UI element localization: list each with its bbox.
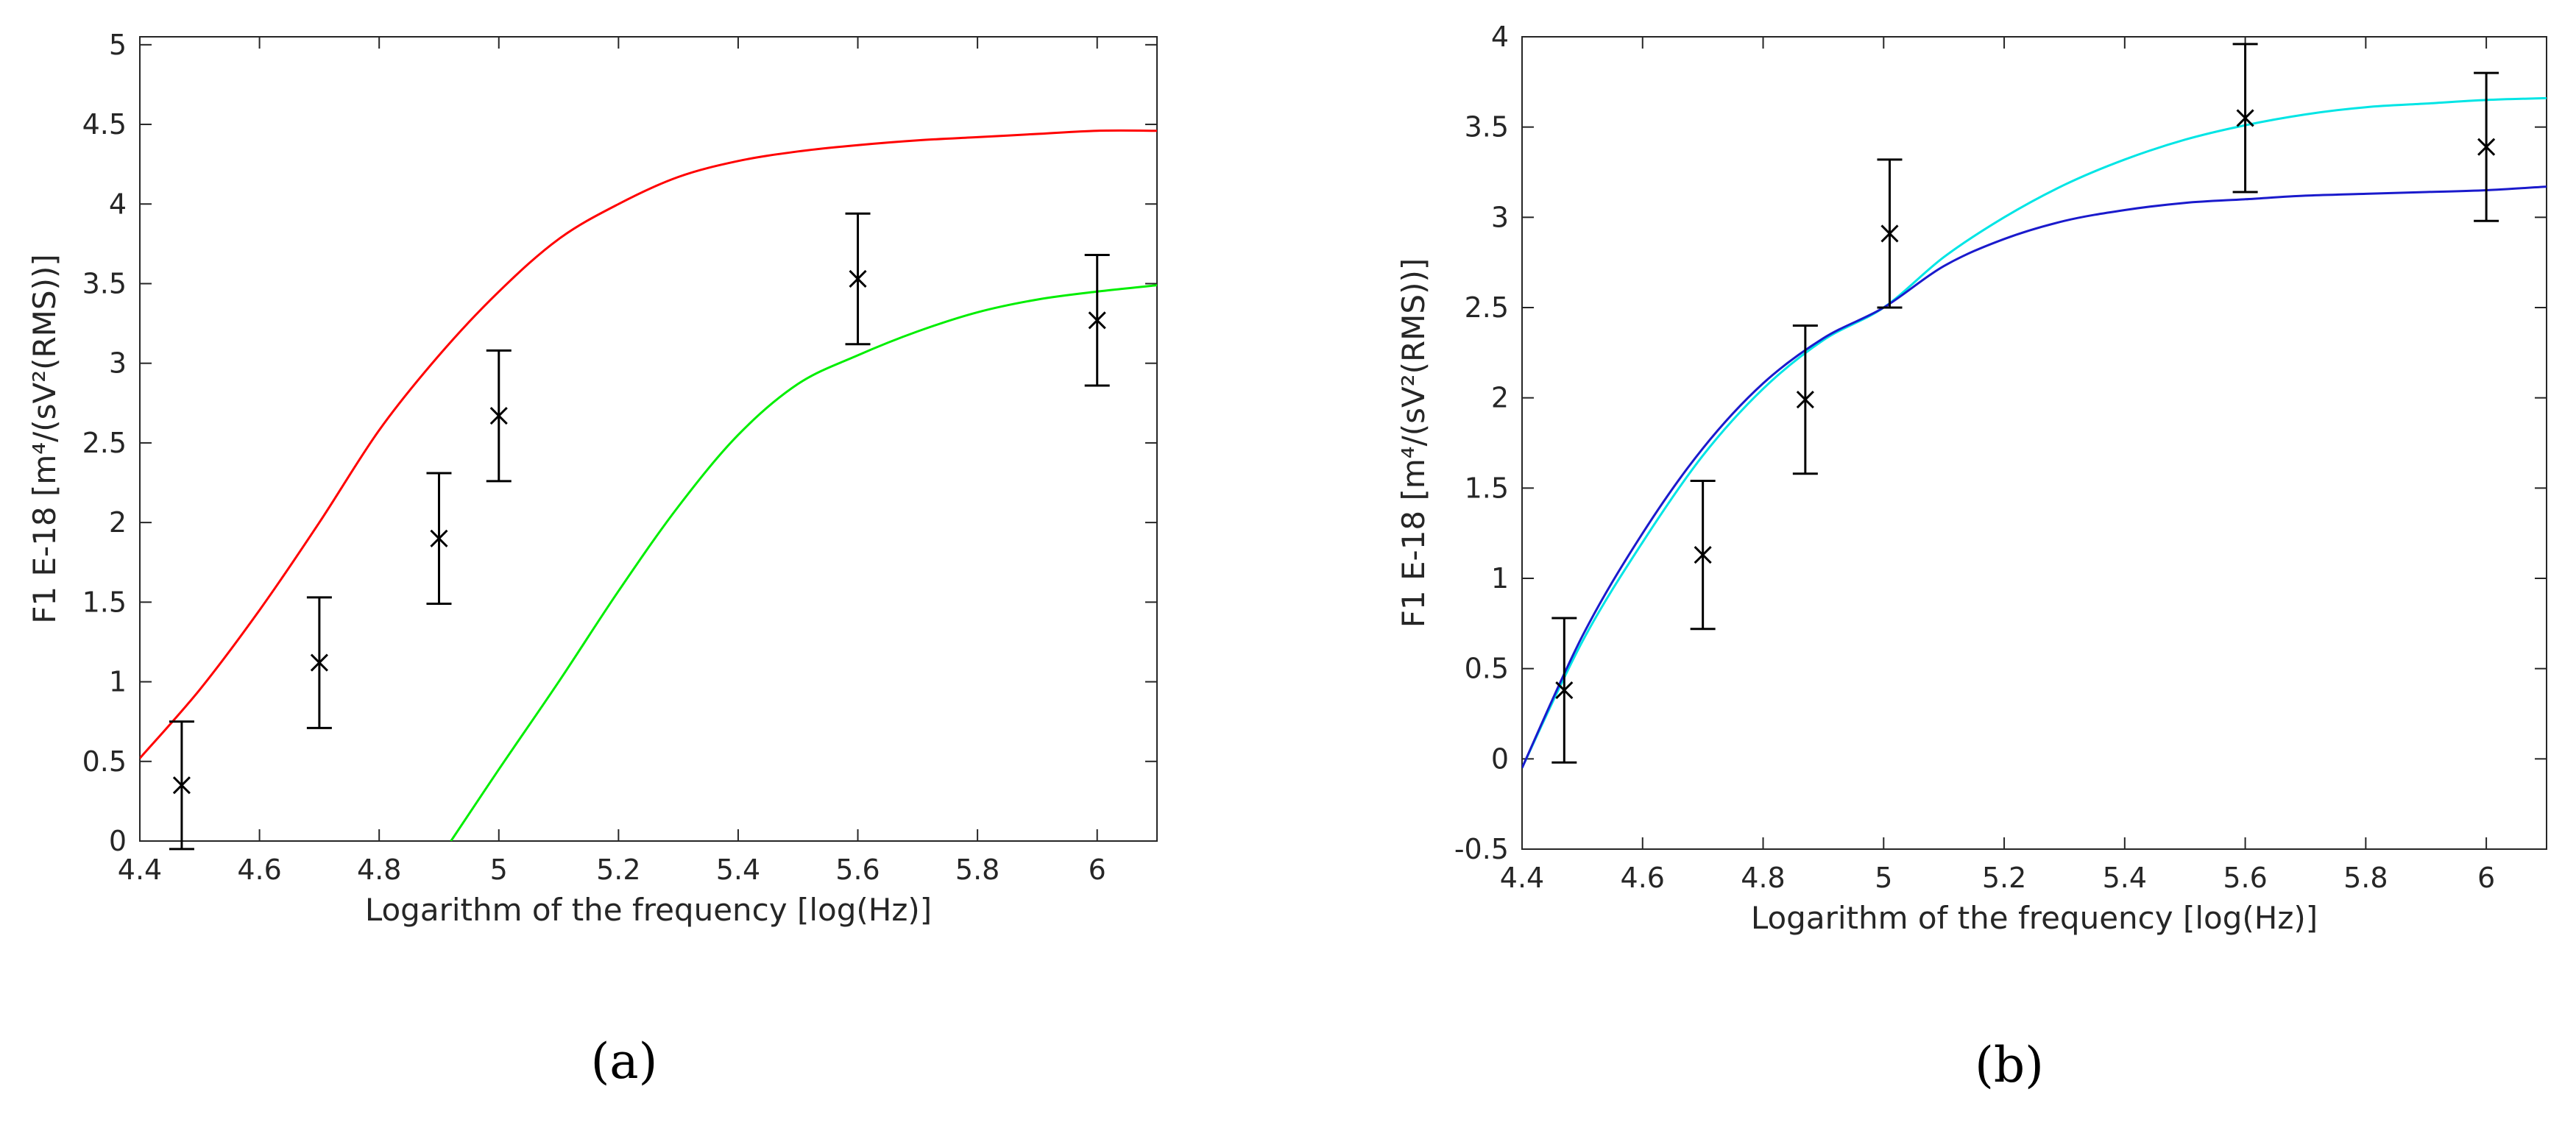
y-tick-label: 3 [1491, 201, 1509, 233]
figure-caption: (a) [591, 1033, 658, 1090]
data-point-marker [489, 407, 508, 425]
x-tick-label: 5.4 [2103, 862, 2147, 894]
y-tick-label: 1.5 [82, 586, 127, 618]
y-tick-label: 0 [109, 825, 127, 857]
y-tick-label: 0.5 [82, 745, 127, 778]
x-tick-label: 4.8 [1741, 862, 1785, 894]
cyan-curve-line [1522, 96, 2547, 769]
y-axis-label: F1 E-18 [m⁴/(sV²(RMS))] [1395, 258, 1432, 628]
x-tick-label: 4.6 [237, 854, 281, 886]
y-tick-label: 4.5 [82, 108, 127, 141]
data-point-marker [1555, 681, 1574, 700]
error-bar [1792, 324, 1818, 475]
data-point-marker [1880, 224, 1899, 243]
y-tick-label: 0 [1491, 742, 1509, 775]
x-tick-label: 5.4 [716, 854, 760, 886]
series-group [140, 129, 1157, 841]
x-tick-label: 5.6 [835, 854, 880, 886]
error-bar [306, 596, 332, 729]
error-bar [486, 349, 512, 483]
y-tick-label: 3.5 [1465, 111, 1509, 143]
x-tick-label: 5 [1875, 862, 1892, 894]
y-axis-label: F1 E-18 [m⁴/(sV²(RMS))] [26, 254, 63, 623]
y-tick-label: 2 [1491, 382, 1509, 414]
figure-caption: (b) [1975, 1037, 2044, 1093]
y-tick-label: 1.5 [1465, 472, 1509, 504]
plot-area [139, 36, 1158, 842]
y-tick-label: 2.5 [1465, 291, 1509, 324]
x-tick-label: 5 [490, 854, 508, 886]
y-tick-label: 4 [109, 188, 127, 220]
data-point-marker [1088, 311, 1106, 330]
data-point-marker [849, 269, 867, 288]
x-tick-label: 5.8 [2343, 862, 2388, 894]
y-tick-label: 0.5 [1465, 653, 1509, 685]
error-bar [1690, 480, 1716, 631]
x-tick-label: 6 [1089, 854, 1106, 886]
data-point-marker [1694, 546, 1712, 564]
data-point-marker [310, 653, 328, 672]
error-bar [1877, 158, 1903, 309]
y-tick-label: 4 [1491, 21, 1509, 53]
x-tick-label: 5.8 [955, 854, 999, 886]
plot-area [1521, 36, 2547, 850]
data-point-marker [172, 776, 191, 795]
blue-curve-line [1522, 185, 2547, 769]
y-tick-label: 5 [109, 29, 127, 61]
x-tick-label: 5.6 [2223, 862, 2267, 894]
error-bar [169, 720, 194, 851]
y-tick-label: 3.5 [82, 267, 127, 299]
y-tick-label: -0.5 [1454, 833, 1509, 865]
chart-b: 4.4 4.6 4.8 5 5.2 5.4 5.6 5.8 6 -0.5 0 0.5 1 1.5 2 2.5 3… [1395, 21, 2547, 1093]
x-tick-label: 6 [2477, 862, 2495, 894]
error-bar [845, 212, 871, 346]
error-bar [2474, 71, 2499, 222]
error-bar [2232, 43, 2258, 194]
y-tick-label: 1 [109, 666, 127, 698]
x-axis-label: Logarithm of the frequency [log(Hz)] [1751, 900, 2318, 936]
data-point-marker [1796, 391, 1814, 409]
x-tick-label: 5.2 [1982, 862, 2026, 894]
x-tick-label: 4.4 [1500, 862, 1544, 894]
x-tick-label: 5.2 [596, 854, 640, 886]
y-tick-label: 2 [109, 506, 127, 539]
red-curve-line [140, 129, 1157, 759]
y-tick-label: 1 [1491, 562, 1509, 595]
error-bar [426, 472, 452, 606]
green-curve-line [450, 284, 1157, 841]
data-point-marker [2477, 138, 2496, 156]
y-tick-label: 3 [109, 347, 127, 380]
series-group [1522, 96, 2547, 769]
x-tick-label: 4.4 [118, 854, 162, 886]
chart-a: 4.4 4.6 4.8 5 5.2 5.4 5.6 5.8 6 0 0.5 1 1.5 2 2.5 3 3.5 4… [26, 29, 1158, 1090]
error-bar [1084, 254, 1110, 387]
data-point-marker [430, 529, 448, 547]
y-tick-label: 2.5 [82, 427, 127, 459]
x-tick-label: 4.8 [357, 854, 401, 886]
x-axis-label: Logarithm of the frequency [log(Hz)] [365, 892, 932, 928]
x-tick-label: 4.6 [1621, 862, 1665, 894]
data-point-marker [2236, 109, 2254, 127]
error-bar [1551, 617, 1577, 764]
